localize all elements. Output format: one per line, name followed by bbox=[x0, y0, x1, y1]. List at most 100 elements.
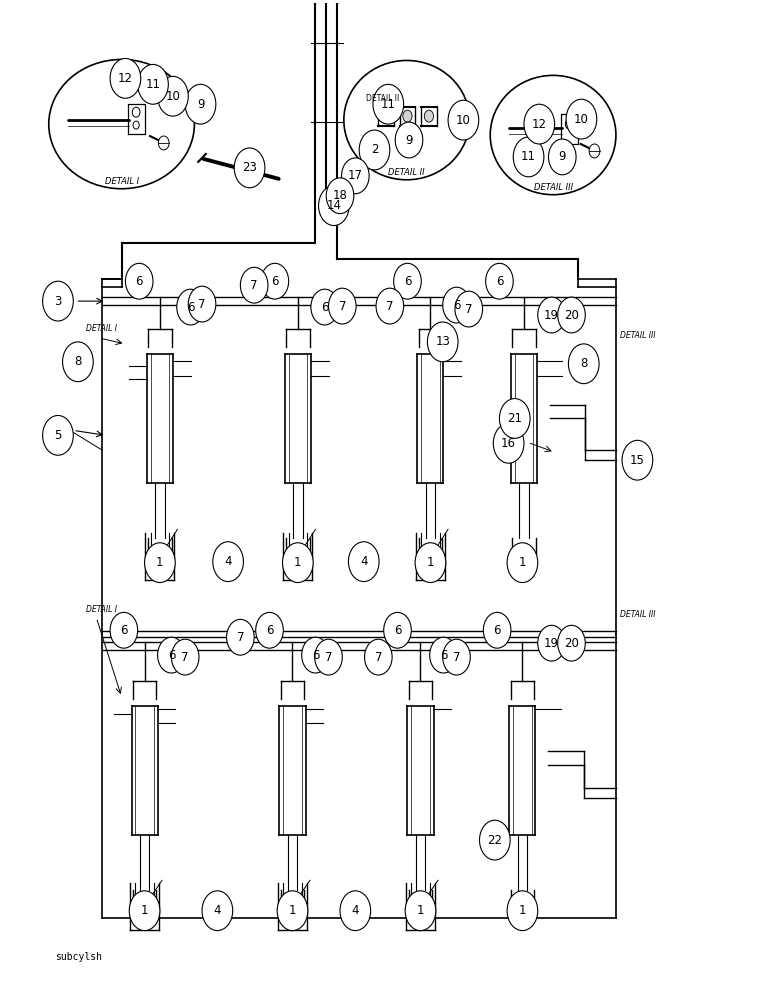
Text: 3: 3 bbox=[54, 295, 62, 308]
Circle shape bbox=[507, 891, 538, 931]
Circle shape bbox=[405, 891, 436, 931]
Text: 19: 19 bbox=[544, 309, 559, 322]
Circle shape bbox=[455, 291, 482, 327]
Text: 9: 9 bbox=[197, 98, 205, 111]
Text: 20: 20 bbox=[564, 637, 579, 650]
Text: 13: 13 bbox=[435, 335, 450, 348]
Text: 7: 7 bbox=[237, 631, 244, 644]
Circle shape bbox=[589, 144, 600, 158]
Ellipse shape bbox=[49, 59, 195, 189]
Circle shape bbox=[442, 287, 470, 323]
Text: 10: 10 bbox=[456, 114, 471, 127]
Circle shape bbox=[283, 543, 313, 583]
Circle shape bbox=[499, 399, 530, 438]
Circle shape bbox=[348, 542, 379, 582]
Text: 7: 7 bbox=[374, 651, 382, 664]
Text: 16: 16 bbox=[501, 437, 516, 450]
Text: 1: 1 bbox=[141, 904, 148, 917]
Text: 6: 6 bbox=[404, 275, 411, 288]
Circle shape bbox=[622, 440, 652, 480]
Text: 18: 18 bbox=[333, 189, 347, 202]
Text: 1: 1 bbox=[294, 556, 302, 569]
Text: 23: 23 bbox=[242, 161, 257, 174]
Circle shape bbox=[129, 891, 160, 931]
Text: 1: 1 bbox=[156, 556, 164, 569]
Circle shape bbox=[158, 136, 169, 150]
Text: 5: 5 bbox=[54, 429, 62, 442]
Circle shape bbox=[557, 625, 585, 661]
Text: 7: 7 bbox=[198, 298, 206, 311]
Text: 9: 9 bbox=[405, 134, 413, 147]
Text: 1: 1 bbox=[417, 904, 425, 917]
Circle shape bbox=[110, 58, 141, 98]
Circle shape bbox=[188, 286, 216, 322]
Circle shape bbox=[538, 297, 565, 333]
Text: 6: 6 bbox=[452, 299, 460, 312]
Text: 7: 7 bbox=[386, 300, 394, 313]
Text: 6: 6 bbox=[187, 301, 195, 314]
Circle shape bbox=[157, 76, 188, 116]
Text: DETAIL III: DETAIL III bbox=[620, 331, 655, 340]
Text: 1: 1 bbox=[427, 556, 434, 569]
Circle shape bbox=[240, 267, 268, 303]
Circle shape bbox=[493, 423, 524, 463]
Circle shape bbox=[315, 639, 342, 675]
Text: 2: 2 bbox=[371, 143, 378, 156]
Circle shape bbox=[340, 891, 371, 931]
Circle shape bbox=[202, 891, 232, 931]
Text: 4: 4 bbox=[225, 555, 232, 568]
Text: 4: 4 bbox=[351, 904, 359, 917]
Circle shape bbox=[524, 104, 554, 144]
Text: 6: 6 bbox=[120, 624, 127, 637]
Ellipse shape bbox=[490, 75, 616, 195]
Text: 7: 7 bbox=[452, 651, 460, 664]
Text: 6: 6 bbox=[135, 275, 143, 288]
Text: 22: 22 bbox=[487, 834, 503, 847]
Text: 15: 15 bbox=[630, 454, 645, 467]
Text: 6: 6 bbox=[394, 624, 401, 637]
Circle shape bbox=[395, 122, 423, 158]
Circle shape bbox=[394, 263, 422, 299]
Circle shape bbox=[403, 110, 412, 122]
Text: 7: 7 bbox=[465, 303, 472, 316]
Circle shape bbox=[302, 637, 330, 673]
Circle shape bbox=[557, 297, 585, 333]
Text: 7: 7 bbox=[325, 651, 332, 664]
Circle shape bbox=[483, 612, 511, 648]
Circle shape bbox=[425, 110, 434, 122]
Circle shape bbox=[568, 344, 599, 384]
Circle shape bbox=[185, 84, 216, 124]
Text: 21: 21 bbox=[507, 412, 523, 425]
Text: 14: 14 bbox=[327, 199, 341, 212]
Text: 12: 12 bbox=[532, 118, 547, 131]
Circle shape bbox=[42, 281, 73, 321]
Circle shape bbox=[384, 612, 411, 648]
Text: 19: 19 bbox=[544, 637, 559, 650]
Text: 1: 1 bbox=[519, 556, 527, 569]
Circle shape bbox=[428, 322, 458, 362]
Text: 9: 9 bbox=[558, 150, 566, 163]
Circle shape bbox=[364, 639, 392, 675]
Circle shape bbox=[110, 612, 137, 648]
Text: DETAIL II: DETAIL II bbox=[388, 168, 425, 177]
Text: 7: 7 bbox=[339, 300, 346, 313]
Circle shape bbox=[177, 289, 205, 325]
Circle shape bbox=[381, 110, 391, 122]
Text: 6: 6 bbox=[271, 275, 279, 288]
Text: subcylsh: subcylsh bbox=[55, 952, 102, 962]
Text: 6: 6 bbox=[440, 649, 447, 662]
Circle shape bbox=[256, 612, 283, 648]
Text: 6: 6 bbox=[493, 624, 501, 637]
Ellipse shape bbox=[344, 60, 469, 180]
Text: 1: 1 bbox=[289, 904, 296, 917]
Text: DETAIL I: DETAIL I bbox=[86, 324, 117, 333]
Text: DETAIL I: DETAIL I bbox=[86, 605, 117, 614]
Text: DETAIL II: DETAIL II bbox=[366, 94, 399, 103]
Circle shape bbox=[311, 289, 338, 325]
Circle shape bbox=[415, 543, 445, 583]
Circle shape bbox=[327, 178, 354, 214]
Circle shape bbox=[430, 637, 457, 673]
Circle shape bbox=[548, 139, 576, 175]
Circle shape bbox=[319, 186, 349, 226]
Text: 6: 6 bbox=[266, 624, 273, 637]
